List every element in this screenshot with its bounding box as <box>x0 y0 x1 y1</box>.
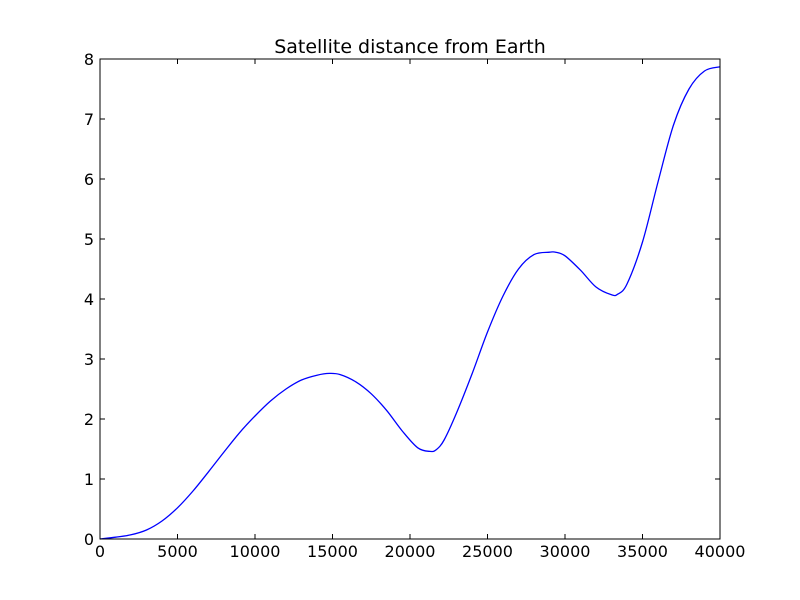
y-tick-label: 7 <box>84 110 94 129</box>
y-tick-label: 6 <box>84 170 94 189</box>
x-tick-label: 5000 <box>157 542 198 561</box>
x-tick-label: 25000 <box>462 542 513 561</box>
x-tick-label: 40000 <box>695 542 746 561</box>
x-tick-label: 35000 <box>617 542 668 561</box>
y-tick-label: 8 <box>84 50 94 69</box>
x-tick-label: 10000 <box>230 542 281 561</box>
chart-title: Satellite distance from Earth <box>274 36 546 58</box>
plot-frame <box>99 58 721 540</box>
y-tick-label: 4 <box>84 290 94 309</box>
y-tick-label: 0 <box>84 530 94 549</box>
series-line <box>99 66 721 540</box>
y-tick-label: 3 <box>84 350 94 369</box>
y-tick-label: 5 <box>84 230 94 249</box>
y-tick-label: 2 <box>84 410 94 429</box>
x-tick-label: 0 <box>95 542 105 561</box>
y-tick-label: 1 <box>84 470 94 489</box>
x-tick-label: 30000 <box>540 542 591 561</box>
x-tick-label: 20000 <box>385 542 436 561</box>
x-tick-label: 15000 <box>307 542 358 561</box>
